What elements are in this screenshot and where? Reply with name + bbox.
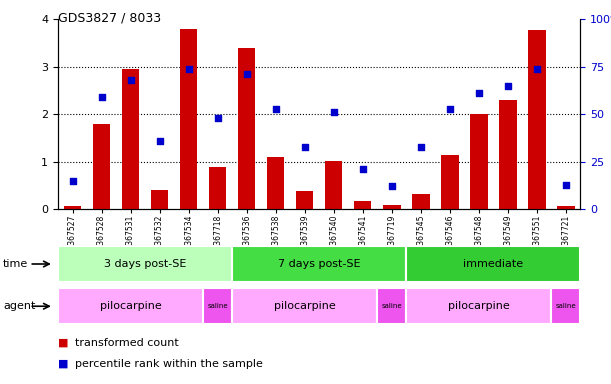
Point bbox=[300, 144, 310, 150]
Bar bbox=[499, 100, 516, 209]
Point bbox=[387, 184, 397, 190]
Bar bbox=[232, 288, 377, 324]
Bar bbox=[122, 69, 139, 209]
Point bbox=[561, 182, 571, 188]
Text: time: time bbox=[3, 259, 28, 269]
Point bbox=[445, 106, 455, 112]
Point bbox=[213, 115, 222, 121]
Bar bbox=[232, 246, 406, 282]
Bar bbox=[557, 206, 574, 209]
Bar bbox=[412, 194, 430, 209]
Bar bbox=[354, 201, 371, 209]
Text: GDS3827 / 8033: GDS3827 / 8033 bbox=[58, 12, 161, 25]
Bar bbox=[238, 48, 255, 209]
Point bbox=[271, 106, 280, 112]
Bar bbox=[378, 288, 406, 324]
Bar bbox=[58, 288, 203, 324]
Point bbox=[532, 66, 542, 72]
Bar bbox=[406, 246, 580, 282]
Text: saline: saline bbox=[381, 303, 402, 309]
Bar bbox=[203, 288, 232, 324]
Bar bbox=[64, 206, 81, 209]
Bar bbox=[267, 157, 285, 209]
Bar bbox=[528, 30, 546, 209]
Bar bbox=[58, 246, 232, 282]
Bar bbox=[209, 167, 226, 209]
Bar bbox=[180, 29, 197, 209]
Bar bbox=[383, 205, 401, 209]
Text: ■: ■ bbox=[58, 359, 68, 369]
Point bbox=[416, 144, 426, 150]
Text: saline: saline bbox=[207, 303, 228, 309]
Point bbox=[329, 109, 338, 116]
Bar bbox=[552, 288, 580, 324]
Bar bbox=[93, 124, 110, 209]
Text: 3 days post-SE: 3 days post-SE bbox=[104, 259, 186, 269]
Text: pilocarpine: pilocarpine bbox=[274, 301, 335, 311]
Bar bbox=[441, 155, 458, 209]
Point bbox=[503, 83, 513, 89]
Text: 7 days post-SE: 7 days post-SE bbox=[278, 259, 360, 269]
Bar bbox=[325, 161, 342, 209]
Bar bbox=[296, 191, 313, 209]
Point bbox=[68, 178, 78, 184]
Point bbox=[126, 77, 136, 83]
Text: immediate: immediate bbox=[463, 259, 524, 269]
Text: percentile rank within the sample: percentile rank within the sample bbox=[75, 359, 263, 369]
Text: saline: saline bbox=[555, 303, 576, 309]
Point bbox=[358, 166, 368, 172]
Bar bbox=[151, 190, 169, 209]
Text: pilocarpine: pilocarpine bbox=[448, 301, 510, 311]
Text: ■: ■ bbox=[58, 338, 68, 348]
Point bbox=[184, 66, 194, 72]
Point bbox=[97, 94, 106, 100]
Text: agent: agent bbox=[3, 301, 35, 311]
Bar bbox=[470, 114, 488, 209]
Point bbox=[474, 90, 484, 96]
Bar bbox=[406, 288, 551, 324]
Point bbox=[242, 71, 252, 78]
Point bbox=[155, 138, 164, 144]
Text: transformed count: transformed count bbox=[75, 338, 179, 348]
Text: pilocarpine: pilocarpine bbox=[100, 301, 161, 311]
